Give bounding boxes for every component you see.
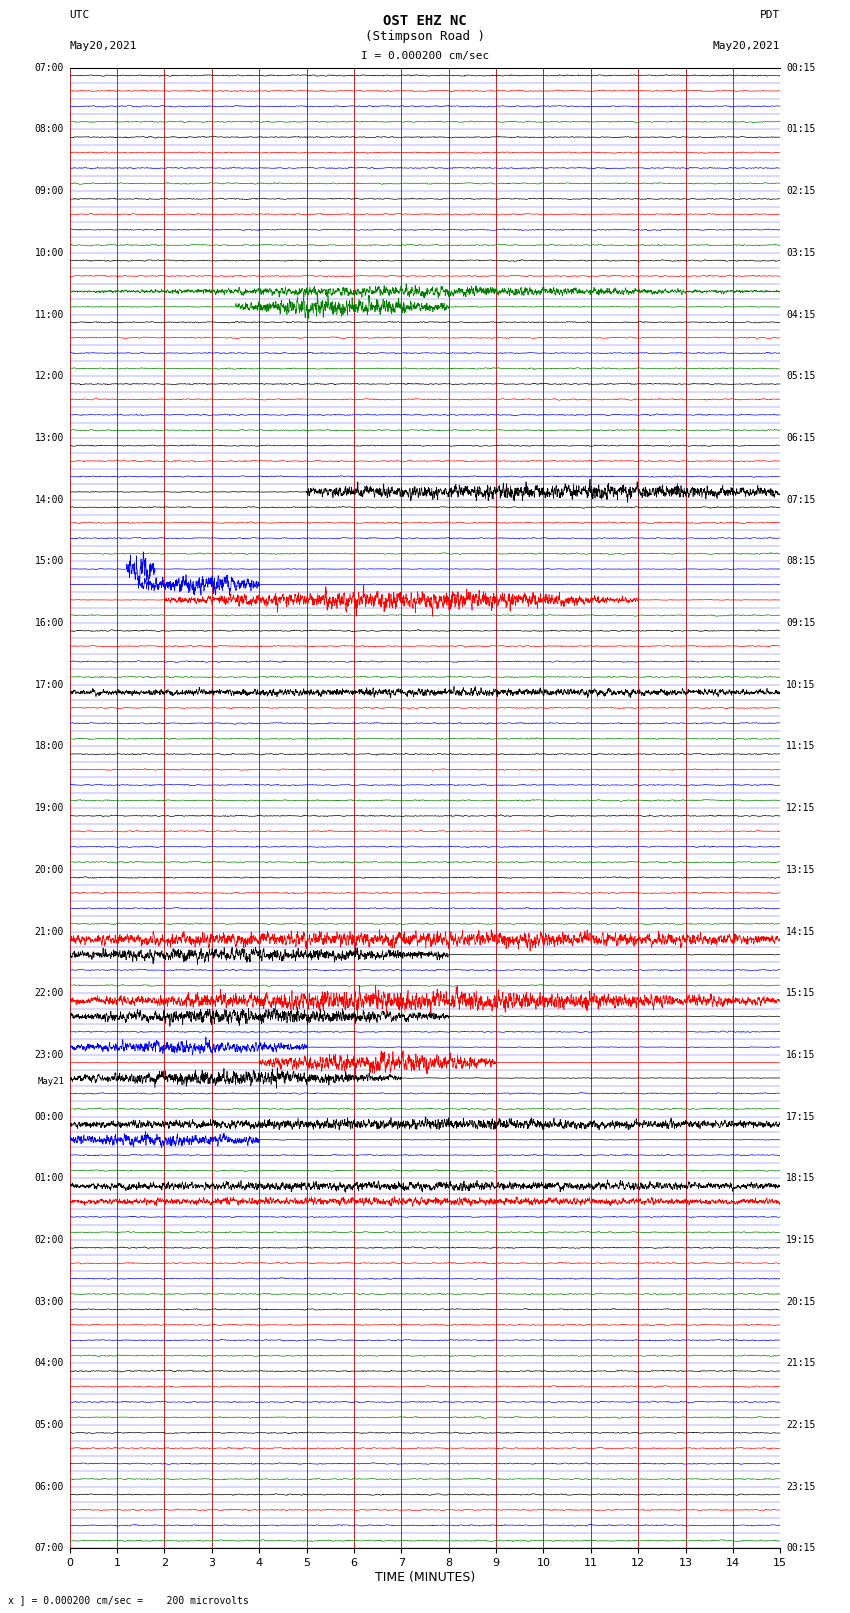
Text: 00:15: 00:15 (786, 63, 815, 73)
Text: 03:00: 03:00 (35, 1297, 64, 1307)
Text: 01:00: 01:00 (35, 1173, 64, 1184)
Text: May21: May21 (37, 1077, 64, 1086)
Text: 05:15: 05:15 (786, 371, 815, 381)
Text: 06:15: 06:15 (786, 432, 815, 444)
Text: 05:00: 05:00 (35, 1419, 64, 1431)
Text: 06:00: 06:00 (35, 1482, 64, 1492)
Text: 22:15: 22:15 (786, 1419, 815, 1431)
Text: May20,2021: May20,2021 (70, 40, 137, 50)
Text: 10:15: 10:15 (786, 679, 815, 690)
Text: 15:00: 15:00 (35, 556, 64, 566)
Text: 04:00: 04:00 (35, 1358, 64, 1368)
Text: 02:00: 02:00 (35, 1236, 64, 1245)
Text: 20:00: 20:00 (35, 865, 64, 874)
Text: 20:15: 20:15 (786, 1297, 815, 1307)
Text: 01:15: 01:15 (786, 124, 815, 134)
Text: 13:15: 13:15 (786, 865, 815, 874)
Text: 17:15: 17:15 (786, 1111, 815, 1121)
Text: 10:00: 10:00 (35, 248, 64, 258)
Text: x ] = 0.000200 cm/sec =    200 microvolts: x ] = 0.000200 cm/sec = 200 microvolts (8, 1595, 249, 1605)
Text: 23:00: 23:00 (35, 1050, 64, 1060)
X-axis label: TIME (MINUTES): TIME (MINUTES) (375, 1571, 475, 1584)
Text: 11:15: 11:15 (786, 742, 815, 752)
Text: I = 0.000200 cm/sec: I = 0.000200 cm/sec (361, 52, 489, 61)
Text: OST EHZ NC: OST EHZ NC (383, 13, 467, 27)
Text: 23:15: 23:15 (786, 1482, 815, 1492)
Text: 12:15: 12:15 (786, 803, 815, 813)
Text: 22:00: 22:00 (35, 989, 64, 998)
Text: May20,2021: May20,2021 (713, 40, 780, 50)
Text: 07:00: 07:00 (35, 63, 64, 73)
Text: 16:00: 16:00 (35, 618, 64, 627)
Text: 21:00: 21:00 (35, 926, 64, 937)
Text: 08:15: 08:15 (786, 556, 815, 566)
Text: 19:00: 19:00 (35, 803, 64, 813)
Text: 11:00: 11:00 (35, 310, 64, 319)
Text: 15:15: 15:15 (786, 989, 815, 998)
Text: 04:15: 04:15 (786, 310, 815, 319)
Text: 02:15: 02:15 (786, 185, 815, 197)
Text: 14:00: 14:00 (35, 495, 64, 505)
Text: (Stimpson Road ): (Stimpson Road ) (365, 31, 485, 44)
Text: 07:00: 07:00 (35, 1544, 64, 1553)
Text: 00:15: 00:15 (786, 1544, 815, 1553)
Text: 14:15: 14:15 (786, 926, 815, 937)
Text: 21:15: 21:15 (786, 1358, 815, 1368)
Text: 17:00: 17:00 (35, 679, 64, 690)
Text: PDT: PDT (760, 10, 780, 19)
Text: UTC: UTC (70, 10, 90, 19)
Text: 09:15: 09:15 (786, 618, 815, 627)
Text: 19:15: 19:15 (786, 1236, 815, 1245)
Text: 18:00: 18:00 (35, 742, 64, 752)
Text: 08:00: 08:00 (35, 124, 64, 134)
Text: 18:15: 18:15 (786, 1173, 815, 1184)
Text: 00:00: 00:00 (35, 1111, 64, 1121)
Text: 07:15: 07:15 (786, 495, 815, 505)
Text: 13:00: 13:00 (35, 432, 64, 444)
Text: 12:00: 12:00 (35, 371, 64, 381)
Text: 03:15: 03:15 (786, 248, 815, 258)
Text: 16:15: 16:15 (786, 1050, 815, 1060)
Text: 09:00: 09:00 (35, 185, 64, 197)
